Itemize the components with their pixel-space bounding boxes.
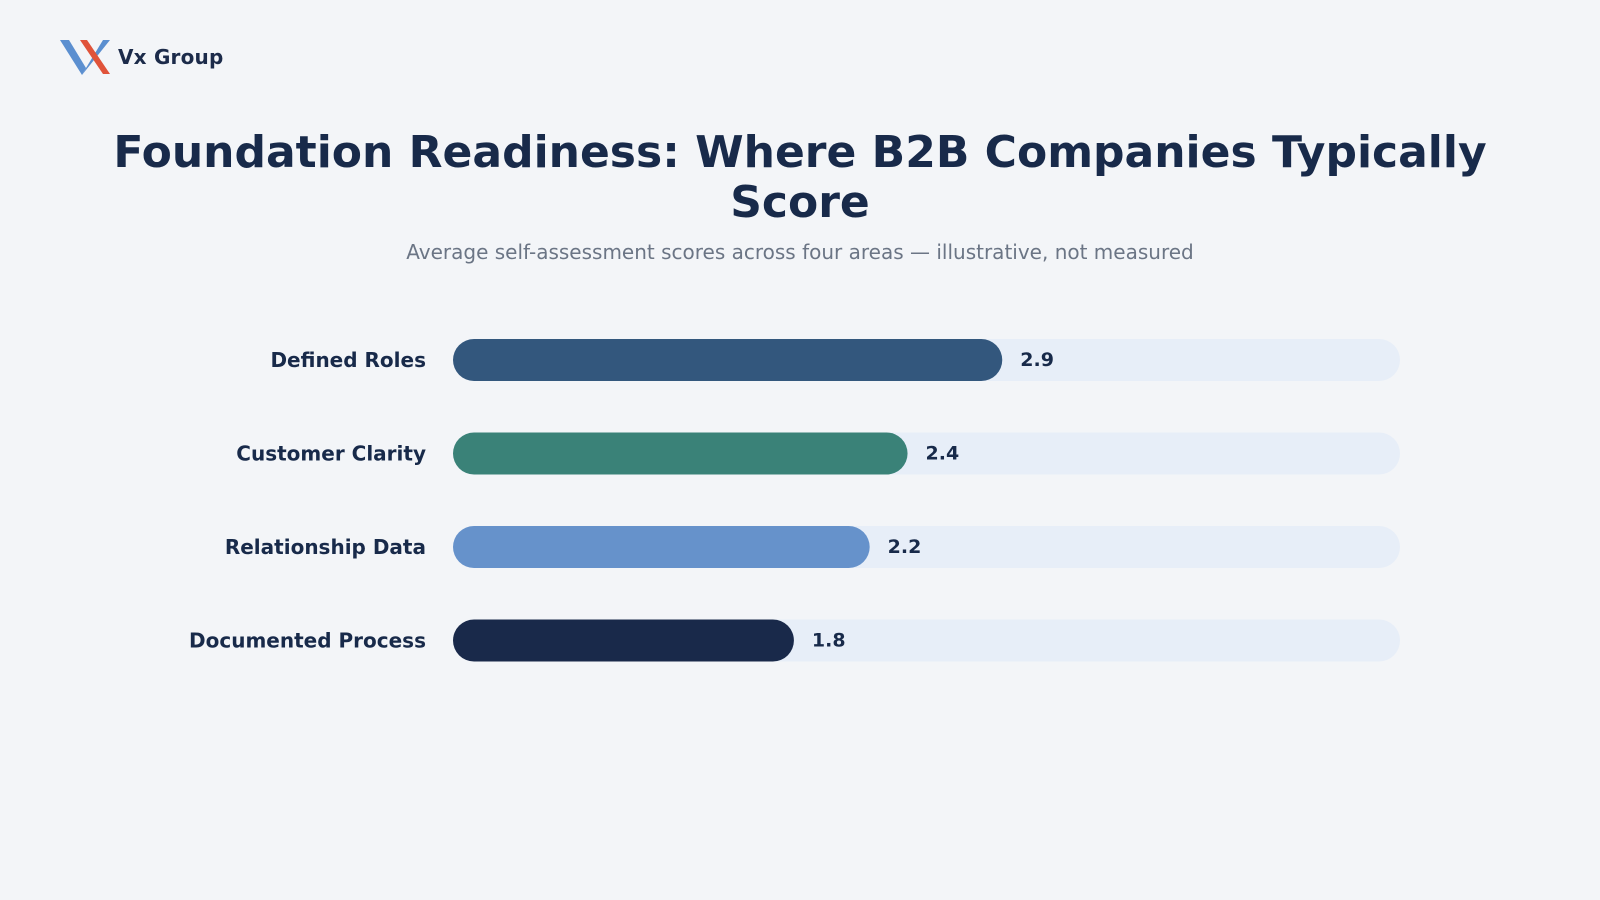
category-label-relationship-data: Relationship Data xyxy=(225,535,426,559)
bar-customer-clarity xyxy=(453,432,908,475)
bar-documented-process xyxy=(453,619,794,662)
category-label-customer-clarity: Customer Clarity xyxy=(236,442,426,466)
value-label-documented-process: 1.8 xyxy=(812,630,846,652)
bar-relationship-data xyxy=(453,526,870,568)
bar-defined-roles xyxy=(453,339,1003,381)
page-title: Foundation Readiness: Where B2B Companie… xyxy=(113,127,1487,228)
brand-logo: Vx Group xyxy=(60,38,224,76)
value-label-customer-clarity: 2.4 xyxy=(926,443,960,465)
category-label-defined-roles: Defined Roles xyxy=(270,348,426,372)
vx-logo-icon xyxy=(60,40,110,75)
brand-name: Vx Group xyxy=(118,45,224,69)
value-label-relationship-data: 2.2 xyxy=(888,536,922,558)
category-label-documented-process: Documented Process xyxy=(189,629,426,653)
value-label-defined-roles: 2.9 xyxy=(1020,349,1054,371)
page-subtitle: Average self-assessment scores across fo… xyxy=(406,240,1194,264)
